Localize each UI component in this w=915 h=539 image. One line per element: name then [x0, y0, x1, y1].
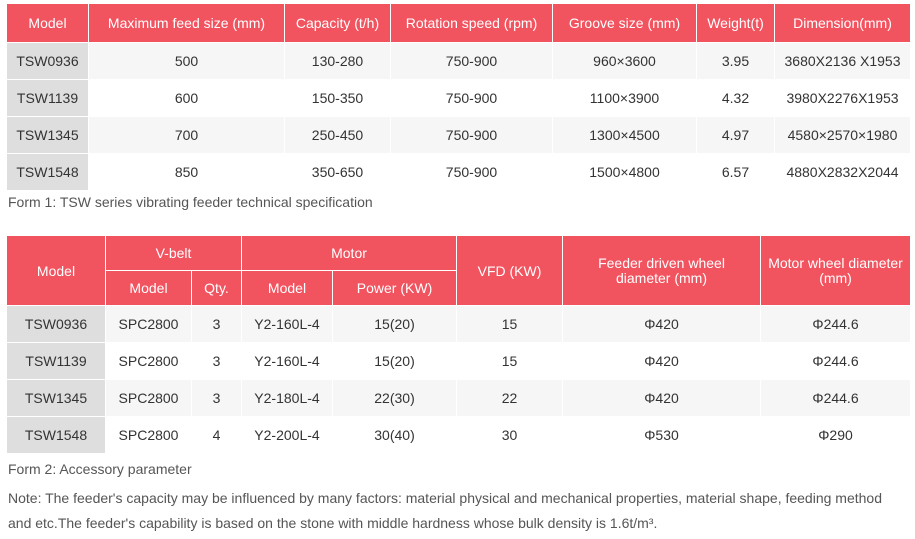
header-motor-model: Model [241, 270, 333, 306]
table-cell: 4580×2570×1980 [774, 116, 911, 154]
table-cell: Y2-180L-4 [241, 379, 333, 417]
header-model: Model [6, 235, 106, 306]
table-cell: 4.97 [696, 116, 775, 154]
table-cell: SPC2800 [105, 305, 192, 343]
table-cell: 3980X2276X1953 [774, 79, 911, 117]
header-feeder-wheel-diameter: Feeder driven wheel diameter (mm) [562, 235, 762, 306]
header-vbelt-model: Model [105, 270, 192, 306]
table-cell: 3 [191, 305, 242, 343]
table-row: TSW1548 850 350-650 750-900 1500×4800 6.… [6, 153, 911, 191]
header-dimension: Dimension(mm) [774, 3, 911, 43]
table-cell: 15(20) [331, 342, 458, 380]
table-cell: 850 [88, 153, 285, 191]
table-cell: 4 [191, 416, 242, 454]
spec-table-caption: Form 1: TSW series vibrating feeder tech… [8, 194, 373, 210]
table-cell: 1500×4800 [552, 153, 697, 191]
capacity-note: Note: The feeder's capacity may be influ… [8, 490, 882, 531]
header-vbelt-qty: Qty. [191, 270, 242, 306]
header-vfd: VFD (KW) [456, 235, 564, 306]
header-groove-size: Groove size (mm) [552, 3, 697, 43]
header-motor-wheel-diameter: Motor wheel diameter (mm) [760, 235, 912, 306]
table-row: TSW1548 SPC2800 4 Y2-200L-4 30(40) 30 Φ5… [6, 416, 912, 454]
table-cell: 130-280 [284, 42, 391, 80]
model-cell: TSW1345 [6, 116, 89, 154]
table-cell: SPC2800 [105, 416, 192, 454]
accessory-table-caption: Form 2: Accessory parameter [8, 461, 192, 477]
table-cell: SPC2800 [105, 379, 192, 417]
model-cell: TSW1139 [6, 79, 89, 117]
table-cell: SPC2800 [105, 342, 192, 380]
table-row: TSW0936 SPC2800 3 Y2-160L-4 15(20) 15 Φ4… [6, 305, 912, 343]
table-cell: 700 [88, 116, 285, 154]
table-cell: 600 [88, 79, 285, 117]
table-cell: 3680X2136 X1953 [774, 42, 911, 80]
table-cell: Φ530 [562, 416, 762, 454]
table-cell: Y2-160L-4 [241, 305, 333, 343]
accessory-table-header-row: Model V-belt Motor VFD (KW) Feeder drive… [6, 235, 912, 306]
model-cell: TSW1548 [6, 153, 89, 191]
table-cell: 750-900 [390, 79, 553, 117]
model-cell: TSW1345 [6, 379, 106, 417]
header-rotation-speed: Rotation speed (rpm) [390, 3, 553, 43]
accessory-table-subheader-row: Model Qty. Model Power (KW) [7, 270, 911, 306]
table-cell: 3 [191, 379, 242, 417]
model-cell: TSW0936 [6, 305, 106, 343]
table-cell: 6.57 [696, 153, 775, 191]
table-cell: Φ244.6 [760, 342, 912, 380]
table-cell: Y2-200L-4 [241, 416, 333, 454]
header-vbelt: V-belt [105, 235, 242, 271]
table-row: TSW1345 700 250-450 750-900 1300×4500 4.… [6, 116, 911, 154]
table-row: TSW1345 SPC2800 3 Y2-180L-4 22(30) 22 Φ4… [6, 379, 912, 417]
table-cell: 22 [456, 379, 564, 417]
spec-table-header-row: Model Maximum feed size (mm) Capacity (t… [6, 3, 911, 43]
header-max-feed-size: Maximum feed size (mm) [88, 3, 285, 43]
header-weight: Weight(t) [696, 3, 775, 43]
table-cell: 4880X2832X2044 [774, 153, 911, 191]
table-cell: 30 [456, 416, 564, 454]
table-cell: Φ244.6 [760, 379, 912, 417]
table-cell: Φ420 [562, 342, 762, 380]
table-cell: 3.95 [696, 42, 775, 80]
table-cell: 250-450 [284, 116, 391, 154]
table-cell: Φ420 [562, 379, 762, 417]
table-cell: 350-650 [284, 153, 391, 191]
table-cell: 1100×3900 [552, 79, 697, 117]
table-cell: Φ244.6 [760, 305, 912, 343]
table-cell: Φ290 [760, 416, 912, 454]
accessory-table: Model V-belt Motor VFD (KW) Feeder drive… [6, 235, 912, 454]
table-cell: 500 [88, 42, 285, 80]
header-motor-power: Power (KW) [331, 270, 458, 306]
model-cell: TSW1548 [6, 416, 106, 454]
table-row: TSW1139 SPC2800 3 Y2-160L-4 15(20) 15 Φ4… [6, 342, 912, 380]
table-cell: Φ420 [562, 305, 762, 343]
header-motor: Motor [240, 235, 458, 271]
table-cell: 4.32 [696, 79, 775, 117]
table-cell: 30(40) [331, 416, 458, 454]
table-cell: 150-350 [284, 79, 391, 117]
model-cell: TSW0936 [6, 42, 89, 80]
table-cell: 750-900 [390, 153, 553, 191]
table-cell: 15 [456, 342, 564, 380]
table-row: TSW1139 600 150-350 750-900 1100×3900 4.… [6, 79, 911, 117]
table-cell: 750-900 [390, 116, 553, 154]
table-cell: 3 [191, 342, 242, 380]
table-cell: 15(20) [331, 305, 458, 343]
header-model: Model [6, 3, 89, 43]
table-cell: 960×3600 [552, 42, 697, 80]
table-cell: 750-900 [390, 42, 553, 80]
model-cell: TSW1139 [6, 342, 106, 380]
spec-table: Model Maximum feed size (mm) Capacity (t… [6, 3, 911, 191]
table-row: TSW0936 500 130-280 750-900 960×3600 3.9… [6, 42, 911, 80]
table-cell: Y2-160L-4 [241, 342, 333, 380]
table-cell: 1300×4500 [552, 116, 697, 154]
header-capacity: Capacity (t/h) [284, 3, 391, 43]
table-cell: 22(30) [331, 379, 458, 417]
table-cell: 15 [456, 305, 564, 343]
